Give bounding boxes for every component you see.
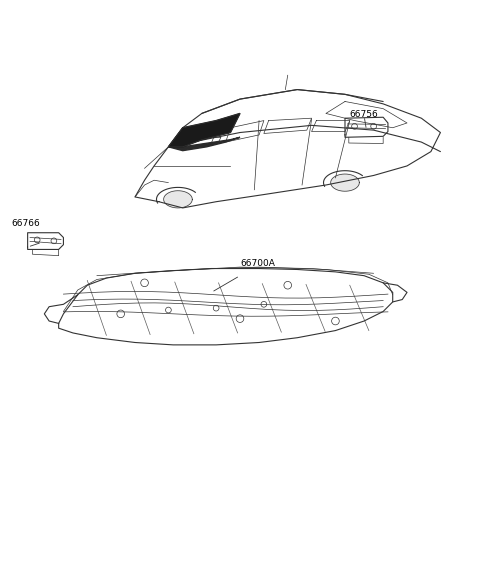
Polygon shape: [164, 191, 192, 208]
Polygon shape: [331, 174, 360, 191]
Text: 66756: 66756: [350, 110, 379, 119]
Text: 66700A: 66700A: [240, 259, 275, 269]
Polygon shape: [168, 114, 240, 147]
Text: 66766: 66766: [11, 219, 40, 228]
Polygon shape: [168, 137, 240, 151]
